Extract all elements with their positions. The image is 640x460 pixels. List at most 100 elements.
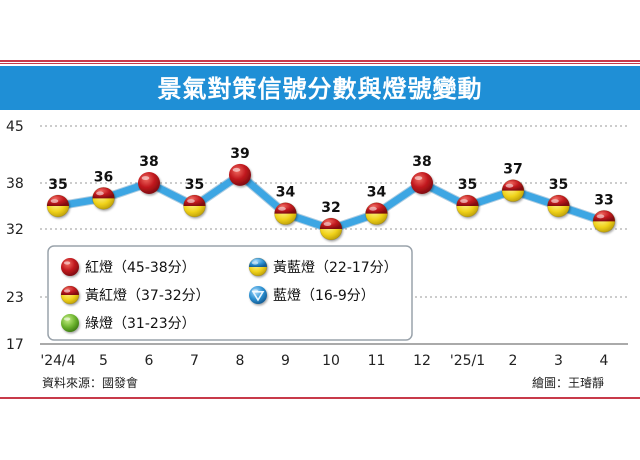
ball-outline	[183, 194, 206, 218]
x-tick-label: 11	[368, 353, 386, 369]
y-tick-label: 17	[6, 337, 24, 353]
ball-outline	[92, 186, 115, 210]
data-label: 34	[367, 185, 387, 201]
highlight	[369, 206, 377, 211]
blue-triangle	[251, 291, 265, 302]
x-tick-label: 10	[322, 353, 340, 369]
data-label: 35	[549, 177, 568, 193]
ball-outline	[319, 217, 343, 241]
signal-point	[411, 172, 433, 194]
y-tick-label: 45	[6, 119, 24, 135]
highlight	[414, 176, 423, 181]
y-tick-label: 38	[6, 176, 24, 192]
ball-outline	[248, 257, 268, 277]
signal-point	[274, 202, 297, 226]
legend-label: 藍燈（16-9分）	[273, 288, 375, 304]
highlight	[551, 199, 559, 204]
highlight	[251, 289, 259, 293]
highlight	[596, 214, 605, 219]
x-tick-label: 9	[281, 353, 290, 369]
grid	[40, 125, 628, 345]
highlight	[96, 191, 104, 196]
highlight	[63, 317, 71, 321]
red-half	[138, 172, 160, 194]
red-half	[229, 163, 251, 186]
x-tick-label: 6	[145, 353, 154, 369]
ball-outline	[46, 194, 70, 218]
legend-swatch	[248, 257, 268, 277]
highlight	[460, 199, 468, 204]
y-axis: 45 38 32 23 17	[6, 119, 24, 353]
highlight	[505, 183, 514, 188]
data-label: 32	[321, 200, 340, 216]
data-label: 37	[503, 162, 522, 178]
y-tick-label: 23	[6, 290, 24, 306]
x-tick-label: '24/4	[40, 353, 75, 369]
x-tick-label: 12	[413, 353, 431, 369]
legend: 紅燈（45-38分） 黃藍燈（22-17分） 黃紅燈（37-32分） 藍燈（16-9分…	[47, 245, 413, 341]
signal-point	[319, 217, 343, 241]
legend-label: 綠燈（31-23分）	[85, 316, 196, 332]
x-axis: '24/4 5 6 7 8 9 10 11 12 '25/1 2 3 4	[40, 353, 608, 369]
legend-swatch	[61, 258, 79, 276]
signal-point	[92, 186, 115, 210]
signal-point	[592, 209, 616, 233]
signal-point	[456, 194, 479, 218]
red-half	[411, 172, 433, 194]
signal-point	[365, 202, 388, 226]
points	[46, 163, 616, 241]
data-label: 35	[458, 177, 477, 193]
ball-outline	[365, 202, 388, 226]
legend-swatch	[60, 285, 80, 305]
signal-point	[46, 194, 70, 218]
data-label: 35	[185, 177, 204, 193]
data-label: 36	[94, 169, 113, 185]
credit-note: 繪圖：王璿靜	[532, 375, 604, 390]
title-banner: 景氣對策信號分數與燈號變動	[0, 66, 640, 110]
highlight	[63, 261, 71, 265]
ball-outline	[60, 285, 80, 305]
data-label: 39	[230, 146, 249, 162]
signal-point	[183, 194, 206, 218]
signal-point	[138, 172, 160, 194]
highlight	[141, 176, 150, 181]
legend-swatch	[61, 314, 79, 332]
data-label: 34	[276, 185, 296, 201]
x-tick-label: 7	[190, 353, 199, 369]
ball-outline	[274, 202, 297, 226]
signal-point	[229, 163, 251, 186]
x-tick-label: 5	[99, 353, 108, 369]
x-tick-label: '25/1	[450, 353, 485, 369]
legend-swatch	[249, 286, 267, 304]
signal-point	[547, 194, 570, 218]
frame	[0, 60, 640, 399]
source-note: 資料來源：國發會	[42, 375, 138, 390]
legend-label: 紅燈（45-38分）	[85, 260, 196, 276]
data-label: 33	[594, 192, 613, 208]
ball-outline	[547, 194, 570, 218]
highlight	[232, 167, 241, 172]
legend-label: 黃紅燈（37-32分）	[85, 288, 210, 304]
x-tick-label: 4	[600, 353, 609, 369]
chart-title: 景氣對策信號分數與燈號變動	[158, 75, 483, 103]
highlight	[187, 199, 195, 204]
data-label: 35	[48, 177, 67, 193]
ball-outline	[456, 194, 479, 218]
highlight	[251, 261, 259, 265]
highlight	[323, 222, 332, 227]
highlight	[63, 289, 71, 293]
green-half	[61, 314, 79, 332]
data-labels: 35 36 38 35 39 34 32 34 38 35 37 35 33	[48, 146, 613, 216]
ball-outline	[501, 179, 525, 203]
red-half	[61, 258, 79, 276]
data-label: 38	[139, 154, 158, 170]
highlight	[50, 199, 59, 204]
ball-outline	[592, 209, 616, 233]
x-tick-label: 8	[236, 353, 245, 369]
x-tick-label: 3	[554, 353, 563, 369]
x-tick-label: 2	[509, 353, 518, 369]
data-label: 38	[412, 154, 431, 170]
highlight	[278, 206, 286, 211]
y-tick-label: 32	[6, 222, 24, 238]
